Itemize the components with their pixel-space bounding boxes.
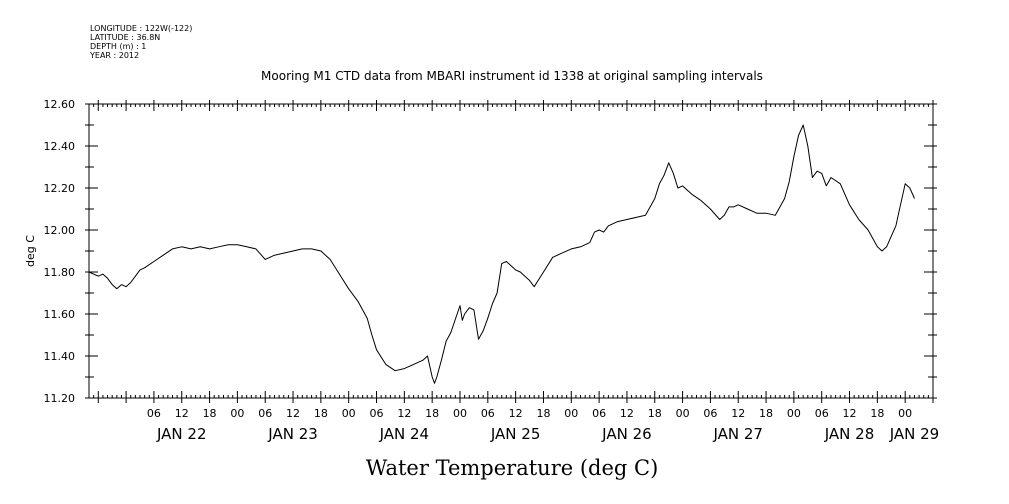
x-tick-label: 18	[536, 407, 550, 420]
x-tick-label: 06	[815, 407, 829, 420]
meta-year: YEAR : 2012	[89, 51, 139, 60]
x-tick-label: 00	[564, 407, 578, 420]
x-tick-label: 06	[147, 407, 161, 420]
x-tick-label: 06	[258, 407, 272, 420]
y-axis: 11.20 11.40 11.60 11.80 12.00 12.20 12.40 12.60	[44, 98, 937, 405]
x-tick-label: 00	[898, 407, 912, 420]
series-line-0	[88, 124, 915, 384]
x-day-label: JAN 22	[156, 425, 207, 443]
x-tick-label: 00	[230, 407, 244, 420]
meta-latitude: LATITUDE : 36.8N	[90, 33, 160, 42]
meta-depth: DEPTH (m) : 1	[90, 42, 146, 51]
x-tick-label: 06	[592, 407, 606, 420]
plot-frame	[88, 103, 934, 399]
x-axis: 06 12 18 00 06 12 18 00 06 12 18 00 06 12 18 00 06 12 18 00…	[88, 100, 940, 443]
x-tick-label: 12	[397, 407, 411, 420]
x-tick-label: 12	[509, 407, 523, 420]
x-day-label: JAN 28	[824, 425, 875, 443]
x-tick-label: 12	[620, 407, 634, 420]
x-tick-label: 18	[870, 407, 884, 420]
y-tick-label: 11.80	[44, 266, 76, 279]
x-tick-label: 18	[759, 407, 773, 420]
x-tick-label: 18	[203, 407, 217, 420]
y-tick-label: 11.20	[44, 392, 76, 405]
x-day-label: JAN 24	[379, 425, 430, 443]
y-tick-label: 12.00	[44, 224, 76, 237]
x-day-label: JAN 25	[490, 425, 541, 443]
series-group	[88, 124, 915, 384]
meta-longitude: LONGITUDE : 122W(-122)	[90, 24, 192, 33]
x-tick-label: 06	[370, 407, 384, 420]
x-tick-label: 12	[286, 407, 300, 420]
x-tick-label: 12	[175, 407, 189, 420]
y-tick-label: 11.40	[44, 350, 76, 363]
x-tick-label: 00	[342, 407, 356, 420]
x-tick-label: 18	[648, 407, 662, 420]
x-day-label: JAN 26	[601, 425, 652, 443]
x-tick-label: 00	[453, 407, 467, 420]
x-day-label: JAN 29	[889, 425, 940, 443]
chart-title: Water Temperature (deg C)	[366, 456, 659, 480]
x-day-label: JAN 23	[267, 425, 318, 443]
x-tick-label: 06	[703, 407, 717, 420]
x-day-label: JAN 27	[712, 425, 763, 443]
y-axis-label: deg C	[24, 235, 37, 267]
x-tick-label: 00	[787, 407, 801, 420]
y-tick-label: 11.60	[44, 308, 76, 321]
x-tick-label: 18	[314, 407, 328, 420]
x-tick-label: 18	[425, 407, 439, 420]
x-tick-label: 00	[676, 407, 690, 420]
x-tick-label: 12	[843, 407, 857, 420]
metadata-block: LONGITUDE : 122W(-122) LATITUDE : 36.8N …	[89, 24, 192, 60]
y-tick-label: 12.40	[44, 140, 76, 153]
y-tick-label: 12.20	[44, 182, 76, 195]
x-tick-label: 06	[481, 407, 495, 420]
y-tick-label: 12.60	[44, 98, 76, 111]
chart-subtitle: Mooring M1 CTD data from MBARI instrumen…	[261, 69, 763, 83]
x-tick-label: 12	[731, 407, 745, 420]
